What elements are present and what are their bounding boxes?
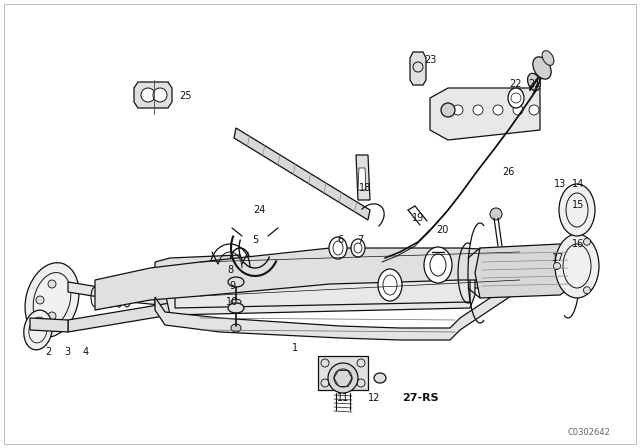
Circle shape xyxy=(584,287,591,294)
Ellipse shape xyxy=(25,263,79,337)
Polygon shape xyxy=(200,256,465,312)
Polygon shape xyxy=(68,298,200,332)
Ellipse shape xyxy=(351,239,365,257)
Circle shape xyxy=(153,88,167,102)
Polygon shape xyxy=(356,155,370,200)
Text: 26: 26 xyxy=(502,167,514,177)
Text: 2: 2 xyxy=(45,347,51,357)
Text: 4: 4 xyxy=(83,347,89,357)
Circle shape xyxy=(554,263,561,270)
Text: 9: 9 xyxy=(229,281,235,291)
Ellipse shape xyxy=(374,373,386,383)
Text: 10: 10 xyxy=(226,297,238,307)
Circle shape xyxy=(584,238,591,245)
Ellipse shape xyxy=(228,277,244,287)
Polygon shape xyxy=(410,52,426,85)
Ellipse shape xyxy=(378,269,402,301)
Circle shape xyxy=(490,208,502,220)
Text: 5: 5 xyxy=(252,235,258,245)
Ellipse shape xyxy=(555,234,599,298)
Ellipse shape xyxy=(533,57,551,79)
Ellipse shape xyxy=(508,88,524,108)
Circle shape xyxy=(529,105,539,115)
Circle shape xyxy=(48,312,56,320)
Text: 3: 3 xyxy=(64,347,70,357)
Polygon shape xyxy=(155,255,240,275)
Circle shape xyxy=(328,363,358,393)
Polygon shape xyxy=(234,128,370,220)
Ellipse shape xyxy=(559,184,595,236)
Circle shape xyxy=(473,105,483,115)
Text: 25: 25 xyxy=(179,91,191,101)
Text: 23: 23 xyxy=(424,55,436,65)
Text: 27-RS: 27-RS xyxy=(402,393,438,403)
Polygon shape xyxy=(475,244,572,298)
Ellipse shape xyxy=(527,73,540,90)
Circle shape xyxy=(493,105,503,115)
Ellipse shape xyxy=(24,310,52,350)
Text: 17: 17 xyxy=(552,253,564,263)
Text: C0302642: C0302642 xyxy=(567,427,610,436)
Text: 21: 21 xyxy=(528,79,540,89)
Text: 12: 12 xyxy=(368,393,380,403)
Text: 13: 13 xyxy=(554,179,566,189)
Polygon shape xyxy=(68,282,130,302)
Circle shape xyxy=(453,105,463,115)
Polygon shape xyxy=(95,248,520,310)
Polygon shape xyxy=(358,168,366,190)
Ellipse shape xyxy=(228,303,244,313)
Ellipse shape xyxy=(329,237,347,259)
Text: 1: 1 xyxy=(292,343,298,353)
Circle shape xyxy=(141,88,155,102)
Text: 20: 20 xyxy=(436,225,448,235)
Polygon shape xyxy=(430,88,540,140)
Polygon shape xyxy=(165,252,475,315)
Ellipse shape xyxy=(424,247,452,283)
Text: 18: 18 xyxy=(359,183,371,193)
Circle shape xyxy=(48,280,56,288)
Ellipse shape xyxy=(231,324,241,332)
Text: 24: 24 xyxy=(253,205,265,215)
Circle shape xyxy=(36,296,44,304)
Text: 11: 11 xyxy=(337,393,349,403)
Text: 19: 19 xyxy=(412,213,424,223)
Polygon shape xyxy=(130,292,160,305)
Text: 22: 22 xyxy=(509,79,522,89)
Polygon shape xyxy=(155,258,520,310)
Circle shape xyxy=(513,105,523,115)
Ellipse shape xyxy=(231,299,241,305)
Text: 6: 6 xyxy=(337,235,343,245)
Polygon shape xyxy=(30,318,68,332)
Text: 14: 14 xyxy=(572,179,584,189)
Text: 8: 8 xyxy=(227,265,233,275)
Ellipse shape xyxy=(542,51,554,65)
Text: 16: 16 xyxy=(572,239,584,249)
Polygon shape xyxy=(134,82,172,108)
Polygon shape xyxy=(155,278,520,340)
Polygon shape xyxy=(318,356,368,390)
Text: 7: 7 xyxy=(357,235,363,245)
Text: 15: 15 xyxy=(572,200,584,210)
Circle shape xyxy=(441,103,455,117)
